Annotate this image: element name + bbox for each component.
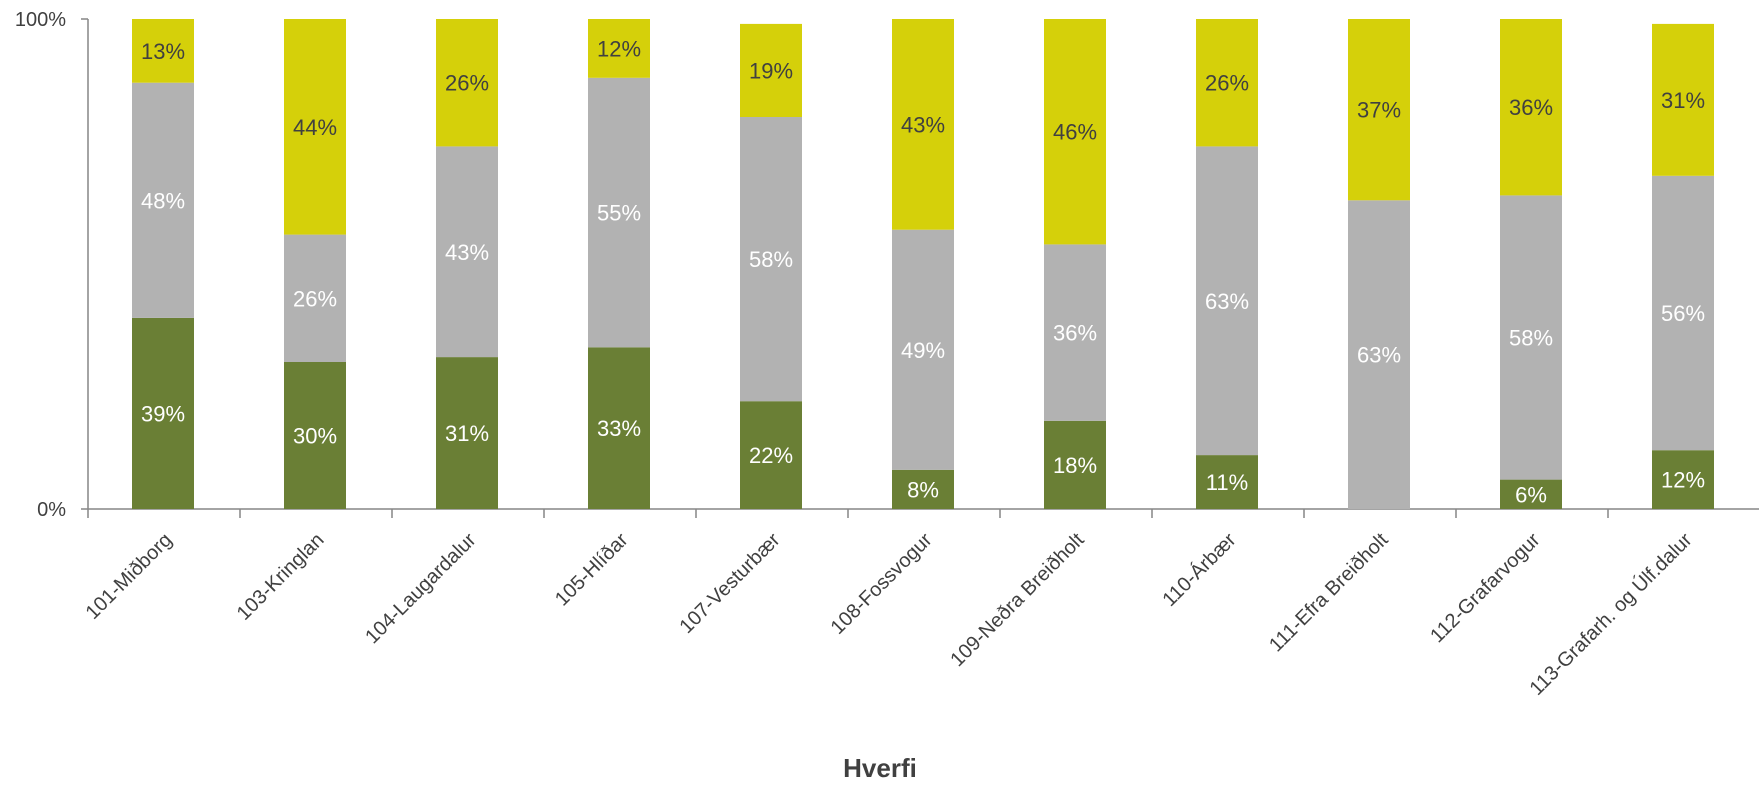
data-label: 22% [749, 443, 793, 468]
data-label: 36% [1509, 95, 1553, 120]
data-label: 11% [1206, 470, 1248, 495]
bar-segment [1652, 23, 1714, 176]
bar-segment [588, 19, 650, 78]
bar-segment [132, 317, 194, 509]
x-tick-label: 105-Hlíðar [551, 529, 633, 611]
data-label: 26% [445, 71, 489, 96]
bar-segment [132, 82, 194, 318]
bar-segment [284, 362, 346, 509]
data-label: 19% [749, 58, 793, 83]
x-tick-label: 104-Laugardalur [361, 529, 481, 649]
bar-segment [284, 234, 346, 362]
bar-segment [1500, 19, 1562, 196]
y-tick-label: 100% [15, 9, 66, 31]
data-label: 58% [749, 247, 793, 272]
bar-segment [436, 19, 498, 147]
data-label: 18% [1053, 453, 1097, 478]
y-tick-label: 0% [37, 499, 66, 521]
data-label: 26% [1205, 71, 1249, 96]
data-label: 44% [293, 115, 337, 140]
x-tick-label: 109-Neðra Breiðholt [946, 529, 1088, 671]
x-tick-label: 108-Fossvogur [827, 529, 937, 639]
bar-segment [740, 401, 802, 509]
bar-segment [740, 23, 802, 117]
bar-segment [892, 469, 954, 509]
bar-segment [1044, 420, 1106, 509]
bar-segment [1500, 479, 1562, 509]
chart-bars: 39% 48% 13% 30% 26% 44% 31% 43% 26% 33% 55% 12% 22% 5… [132, 19, 1714, 510]
x-tick-label: 110-Árbær [1158, 528, 1241, 611]
bar-segment [1348, 19, 1410, 201]
data-label: 56% [1661, 301, 1705, 326]
data-label: 43% [901, 112, 945, 137]
bar-segment [1196, 455, 1258, 509]
data-label: 63% [1357, 343, 1401, 368]
x-tick-label: 107-Vesturbær [675, 529, 784, 638]
x-tick-label: 103-Kringlan [233, 529, 329, 625]
data-label: 12% [1661, 468, 1705, 493]
data-label: 13% [141, 39, 185, 64]
bar-segment [1652, 450, 1714, 509]
x-tick-label: 111-Efra Breiðholt [1265, 529, 1393, 657]
bar-segment [588, 347, 650, 509]
data-label: 31% [445, 421, 489, 446]
bar-segment [1500, 195, 1562, 480]
data-label: 31% [1661, 88, 1705, 113]
data-label: 43% [445, 240, 489, 265]
bar-segment [1196, 19, 1258, 147]
chart-axes: 0% 100% [15, 9, 1759, 521]
bar-segment [1348, 200, 1410, 510]
data-label: 8% [907, 477, 939, 502]
bar-segment [1044, 244, 1106, 421]
data-label: 63% [1205, 289, 1249, 314]
data-label: 26% [293, 286, 337, 311]
data-label: 33% [597, 416, 641, 441]
data-label: 58% [1509, 326, 1553, 351]
data-label: 37% [1357, 98, 1401, 123]
x-axis-title: Hverfi [843, 753, 917, 783]
bar-segment [892, 229, 954, 470]
data-label: 36% [1053, 321, 1097, 346]
bar-segment [1652, 175, 1714, 451]
bar-segment [436, 357, 498, 509]
bar-segment [588, 77, 650, 348]
bar-segment [892, 19, 954, 230]
x-tick-label: 113-Grafarh. og Úlf.dalur [1525, 528, 1697, 700]
bar-segment [132, 19, 194, 83]
data-label: 6% [1515, 482, 1547, 507]
bar-segment [284, 19, 346, 235]
x-tick-label: 112-Grafarvogur [1426, 529, 1545, 648]
data-label: 30% [293, 424, 337, 449]
data-label: 49% [901, 338, 945, 363]
bar-segment [436, 146, 498, 358]
bar-segment [1196, 146, 1258, 456]
data-label: 39% [141, 401, 185, 426]
data-label: 48% [141, 188, 185, 213]
bar-segment [740, 117, 802, 402]
x-tick-label: 101-Miðborg [82, 529, 177, 624]
x-tick-labels: 101-Miðborg 103-Kringlan 104-Laugardalur 10… [82, 528, 1697, 700]
bar-segment [1044, 19, 1106, 245]
data-label: 46% [1053, 120, 1097, 145]
data-label: 12% [597, 36, 641, 61]
data-label: 55% [597, 201, 641, 226]
